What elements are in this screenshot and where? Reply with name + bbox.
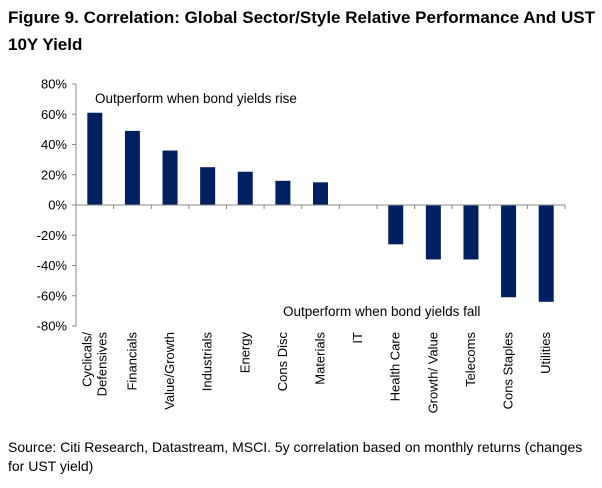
y-tick-label: -60%	[37, 288, 68, 303]
y-tick-label: 40%	[41, 137, 67, 152]
bar	[463, 205, 479, 260]
plot-area: 80% 60% 40% 20% 0% -20% -40% -60% -80% Cyclicals/…	[37, 77, 566, 413]
x-tick-label: Telecoms	[463, 332, 478, 387]
y-tick-label: 80%	[41, 77, 67, 92]
bar	[237, 171, 253, 205]
annotation-fall: Outperform when bond yields fall	[283, 304, 480, 319]
x-tick-label: Energy	[237, 332, 252, 374]
x-tick-label: Defensives	[94, 332, 109, 397]
x-tick-label: Utilities	[538, 332, 553, 374]
bar	[538, 205, 554, 302]
x-tick-label: Health Care	[388, 332, 403, 401]
bar	[87, 112, 103, 205]
bar	[124, 130, 140, 205]
x-tick-label: Growth/ Value	[425, 332, 440, 413]
bar	[313, 182, 328, 205]
y-tick-label: -20%	[37, 228, 68, 243]
y-tick-label: -40%	[37, 258, 68, 273]
annotation-rise: Outperform when bond yields rise	[95, 91, 297, 106]
x-tick-label: Cyclicals/	[79, 332, 94, 387]
x-tick-label: Cons Staples	[501, 332, 516, 410]
bar	[388, 205, 404, 245]
y-tick-label: 60%	[41, 107, 67, 122]
bar	[425, 205, 441, 260]
y-tick-label: 0%	[48, 198, 67, 213]
y-tick-label: -80%	[37, 319, 68, 334]
bar	[200, 167, 216, 205]
y-tick-label: 20%	[41, 167, 67, 182]
source-note: Source: Citi Research, Datastream, MSCI.…	[8, 439, 583, 474]
x-tick-label: Cons Disc	[275, 332, 290, 392]
bar	[501, 205, 517, 298]
chart-title: Figure 9. Correlation: Global Sector/Sty…	[8, 8, 595, 54]
x-tick-label: Financials	[124, 332, 139, 391]
x-tick-label: Materials	[313, 332, 328, 385]
bar	[275, 180, 291, 205]
bar	[162, 150, 178, 205]
bar-chart: 80% 60% 40% 20% 0% -20% -40% -60% -80% Cyclicals/…	[37, 77, 566, 413]
x-tick-label: Value/Growth	[162, 332, 177, 410]
x-tick-label: Industrials	[200, 332, 215, 392]
x-tick-label: IT	[350, 332, 365, 344]
